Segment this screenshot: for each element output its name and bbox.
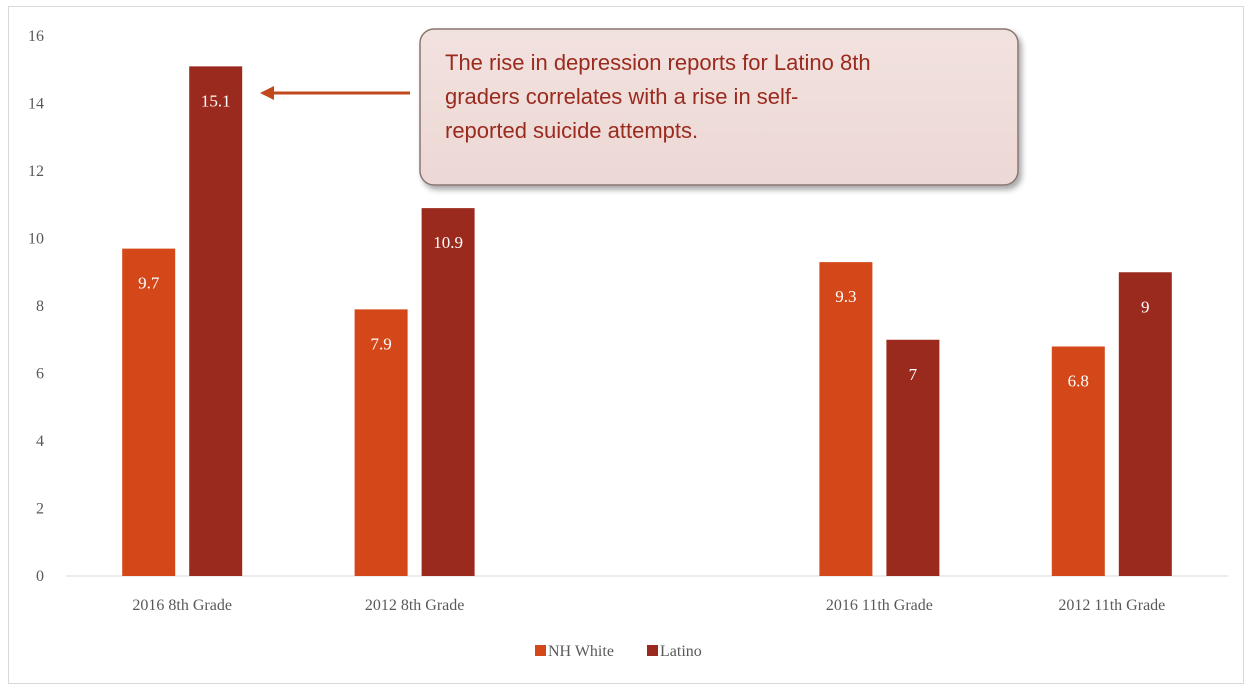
data-label: 15.1 [201, 91, 231, 110]
y-axis: 0 2 4 6 8 10 12 14 16 [28, 28, 44, 585]
bar-latino [886, 339, 940, 576]
y-tick-label: 4 [36, 433, 44, 450]
x-category-label: 2012 8th Grade [365, 597, 465, 614]
y-tick-label: 8 [36, 298, 44, 315]
bar-latino [189, 66, 243, 576]
x-axis: 2016 8th Grade 2012 8th Grade 2016 11th Gr… [132, 597, 1165, 614]
callout-text-line: reported suicide attempts. [445, 118, 698, 143]
callout-arrowhead [260, 86, 274, 100]
bar-nh-white [819, 262, 873, 576]
legend: NH White Latino [535, 643, 702, 660]
bar-latino [421, 208, 475, 576]
legend-swatch [535, 645, 546, 656]
data-label: 9.3 [835, 287, 856, 306]
y-tick-label: 10 [28, 231, 44, 248]
data-label: 9.7 [138, 274, 160, 293]
bar-nh-white [122, 248, 176, 576]
callout-text-line: graders correlates with a rise in self- [445, 84, 798, 109]
y-tick-label: 12 [28, 163, 44, 180]
bar-nh-white [354, 309, 408, 576]
callout-text-line: The rise in depression reports for Latin… [445, 50, 871, 75]
y-tick-label: 6 [36, 366, 44, 383]
y-tick-label: 0 [36, 568, 44, 585]
x-category-label: 2012 11th Grade [1058, 597, 1165, 614]
x-category-label: 2016 11th Grade [826, 597, 933, 614]
y-tick-label: 16 [28, 28, 44, 45]
data-labels: 9.7 15.1 7.9 10.9 9.3 7 6.8 9 [138, 91, 1149, 390]
annotation-callout: The rise in depression reports for Latin… [260, 28, 1019, 186]
data-label: 6.8 [1068, 372, 1089, 391]
x-category-label: 2016 8th Grade [132, 597, 232, 614]
y-tick-label: 14 [28, 96, 44, 113]
legend-swatch [647, 645, 658, 656]
data-label: 10.9 [433, 233, 463, 252]
data-label: 7 [909, 365, 918, 384]
legend-label: Latino [660, 643, 702, 660]
callout-box [419, 28, 1019, 186]
bar-nh-white [1051, 346, 1105, 576]
data-label: 7.9 [370, 334, 391, 353]
bars [122, 66, 1172, 576]
bar-latino [1118, 272, 1172, 576]
data-label: 9 [1141, 297, 1150, 316]
legend-label: NH White [548, 643, 614, 660]
y-tick-label: 2 [36, 501, 44, 518]
